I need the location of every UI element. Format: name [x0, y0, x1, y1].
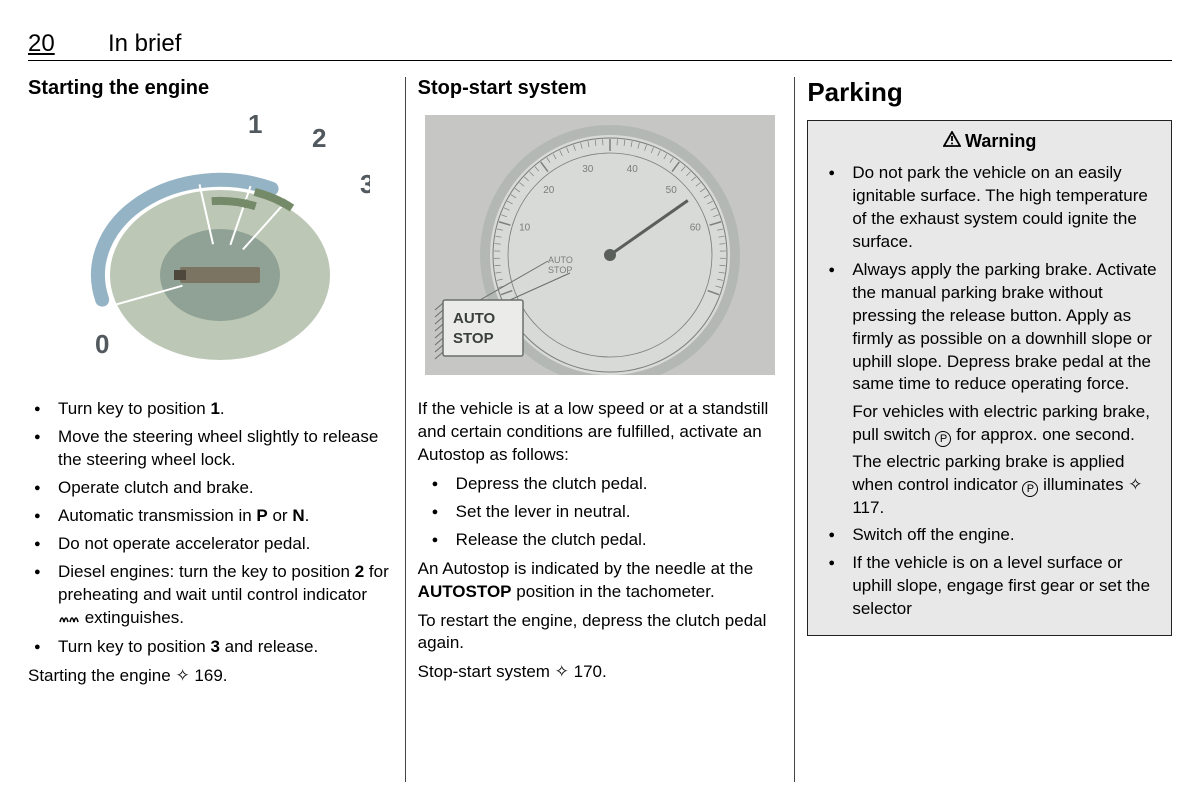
- ignition-figure: 0 1 2 3: [28, 110, 393, 380]
- col2-bullet-list: Depress the clutch pedal. Set the lever i…: [426, 473, 783, 552]
- warning-bullet: If the vehicle is on a level surface or …: [822, 552, 1157, 621]
- col2-bullet: Release the clutch pedal.: [426, 529, 783, 552]
- svg-text:30: 30: [582, 164, 594, 175]
- col1-bullet: Turn key to position 3 and release.: [28, 636, 393, 659]
- column-starting-engine: Starting the engine 0 1 2 3 Turn key to pos…: [28, 77, 405, 782]
- col2-para1: An Autostop is indicated by the needle a…: [418, 558, 783, 604]
- col1-bullet: Do not operate accelerator pedal.: [28, 533, 393, 556]
- warning-title: Warning: [822, 131, 1157, 152]
- tachometer-illustration: 102030405060AUTOSTOPAUTOSTOP: [425, 115, 775, 375]
- col1-heading: Starting the engine: [28, 77, 393, 100]
- svg-text:40: 40: [627, 164, 639, 175]
- col1-bullet: Operate clutch and brake.: [28, 477, 393, 500]
- page-header: 20 In brief: [28, 30, 1172, 61]
- ignition-illustration: 0 1 2 3: [50, 115, 370, 375]
- svg-text:10: 10: [519, 222, 531, 233]
- svg-text:AUTO: AUTO: [548, 255, 573, 265]
- warning-items: Do not park the vehicle on an easily ign…: [822, 162, 1157, 621]
- gauge-figure: 102030405060AUTOSTOPAUTOSTOP: [418, 110, 783, 380]
- svg-text:0: 0: [95, 329, 109, 359]
- col2-intro: If the vehicle is at a low speed or at a…: [418, 398, 783, 467]
- content-columns: Starting the engine 0 1 2 3 Turn key to pos…: [28, 77, 1172, 782]
- warning-box: Warning Do not park the vehicle on an ea…: [807, 120, 1172, 636]
- col1-bullet: Automatic transmission in P or N.: [28, 505, 393, 528]
- svg-text:STOP: STOP: [453, 330, 494, 347]
- col1-bullet: Turn key to position 1.: [28, 398, 393, 421]
- svg-text:50: 50: [666, 185, 678, 196]
- warning-subtext: The electric parking brake is applied wh…: [852, 451, 1157, 520]
- warning-bullet: Switch off the engine.: [822, 524, 1157, 547]
- svg-text:60: 60: [690, 222, 702, 233]
- warning-bullet: Do not park the vehicle on an easily ign…: [822, 162, 1157, 254]
- col1-footer: Starting the engine ✧ 169.: [28, 665, 393, 688]
- col2-para2: To restart the engine, depress the clutc…: [418, 610, 783, 656]
- header-title: In brief: [108, 30, 181, 58]
- col2-bullet: Depress the clutch pedal.: [426, 473, 783, 496]
- column-parking: Parking Warning Do not park the vehicle …: [795, 77, 1172, 782]
- col2-bullet: Set the lever in neutral.: [426, 501, 783, 524]
- svg-text:AUTO: AUTO: [453, 310, 496, 327]
- column-stop-start: Stop-start system 10 20 30 40 50 60 AUTO STOP AU…: [406, 77, 795, 782]
- svg-text:2: 2: [312, 123, 326, 153]
- col3-heading: Parking: [807, 77, 1172, 108]
- warning-bullet: Always apply the parking brake. Activate…: [822, 259, 1157, 397]
- col2-footer: Stop-start system ✧ 170.: [418, 661, 783, 684]
- warning-label: Warning: [965, 131, 1036, 151]
- col1-bullet-list: Turn key to position 1. Move the steering…: [28, 398, 393, 659]
- svg-text:3: 3: [360, 169, 370, 199]
- svg-text:20: 20: [543, 185, 555, 196]
- col2-heading: Stop-start system: [418, 77, 783, 100]
- svg-text:1: 1: [248, 115, 262, 139]
- warning-triangle-icon: [943, 131, 961, 152]
- page-number: 20: [28, 30, 108, 58]
- warning-subtext: For vehicles with electric parking brake…: [852, 401, 1157, 447]
- col1-bullet: Move the steering wheel slightly to rele…: [28, 426, 393, 472]
- col1-bullet: Diesel engines: turn the key to position…: [28, 561, 393, 632]
